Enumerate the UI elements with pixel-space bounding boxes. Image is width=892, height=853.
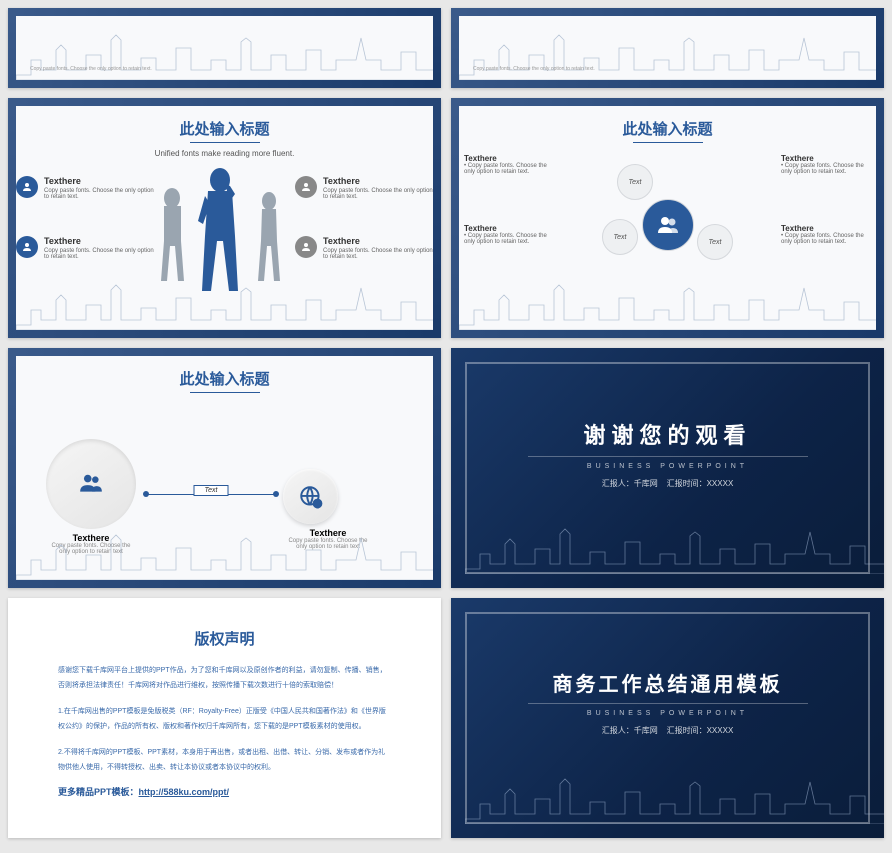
title-underline (190, 142, 260, 143)
slide-title: 此处输入标题 (459, 106, 876, 142)
item-3: TexthereCopy paste fonts. Choose the onl… (295, 176, 433, 200)
slide-5: 此处输入标题 Texthere Copy paste fonts. Choose… (8, 348, 441, 588)
slide-partial-2: Copy paste fonts. Choose the only option… (451, 8, 884, 88)
copyright-p3: 2.不得将千库网的PPT模板、PPT素材，本身用于再出售，或者出租、出借、转让、… (58, 745, 391, 776)
item-1: TexthereCopy paste fonts. Choose the onl… (16, 176, 154, 200)
skyline-icon (459, 280, 879, 330)
person-icon (295, 236, 317, 258)
slide-4: 此处输入标题 Texthere• Copy paste fonts. Choos… (451, 98, 884, 338)
partial-footer: Copy paste fonts. Choose the only option… (473, 66, 862, 72)
slide-8: 商务工作总结通用模板 BUSINESS POWERPOINT 汇报人：千库网 汇… (451, 598, 884, 838)
slide-6: 谢谢您的观看 BUSINESS POWERPOINT 汇报人：千库网 汇报时间：… (451, 348, 884, 588)
bubble-1: Text (617, 164, 653, 200)
copyright-p2: 1.在千库网出售的PPT模板是免版税类（RF：Royalty-Free）正版受《… (58, 704, 391, 735)
partial-footer: Copy paste fonts. Choose the only option… (30, 66, 419, 72)
skyline-icon (16, 530, 436, 580)
copyright-title: 版权声明 (58, 628, 391, 649)
more-templates: 更多精品PPT模板：http://588ku.com/ppt/ (58, 785, 391, 798)
skyline-icon (465, 524, 884, 574)
slide-subtitle: Unified fonts make reading more fluent. (16, 149, 433, 158)
copyright-p1: 感谢您下载千库网平台上提供的PPT作品，为了您和千库网以及原创作者的利益，请勿复… (58, 663, 391, 694)
slide-3: 此处输入标题 Unified fonts make reading more f… (8, 98, 441, 338)
bubble-2: Text (602, 219, 638, 255)
item-4: TexthereCopy paste fonts. Choose the onl… (295, 236, 433, 260)
svg-text:$: $ (315, 501, 319, 508)
big-circle (46, 439, 136, 529)
people-silhouettes (155, 166, 295, 296)
slide-title: 此处输入标题 (16, 356, 433, 392)
title-underline (190, 392, 260, 393)
person-icon (16, 176, 38, 198)
connector: Text (146, 487, 276, 503)
slide-partial-1: Copy paste fonts. Choose the only option… (8, 8, 441, 88)
slide-7: 版权声明 感谢您下载千库网平台上提供的PPT作品，为了您和千库网以及原创作者的利… (8, 598, 441, 838)
bubble-diagram: Text Text Text (477, 149, 858, 279)
item-2: TexthereCopy paste fonts. Choose the onl… (16, 236, 154, 260)
globe-money-icon: $ (298, 484, 324, 510)
person-icon (16, 236, 38, 258)
person-icon (295, 176, 317, 198)
med-circle: $ (283, 469, 338, 524)
more-link[interactable]: http://588ku.com/ppt/ (139, 787, 230, 797)
slide-title: 此处输入标题 (16, 106, 433, 142)
people-icon (78, 471, 104, 497)
skyline-icon (459, 30, 879, 80)
skyline-icon (465, 774, 884, 824)
skyline-icon (16, 30, 436, 80)
title-underline (633, 142, 703, 143)
bubble-3: Text (697, 224, 733, 260)
skyline-icon (16, 280, 436, 330)
center-bubble (642, 199, 694, 251)
